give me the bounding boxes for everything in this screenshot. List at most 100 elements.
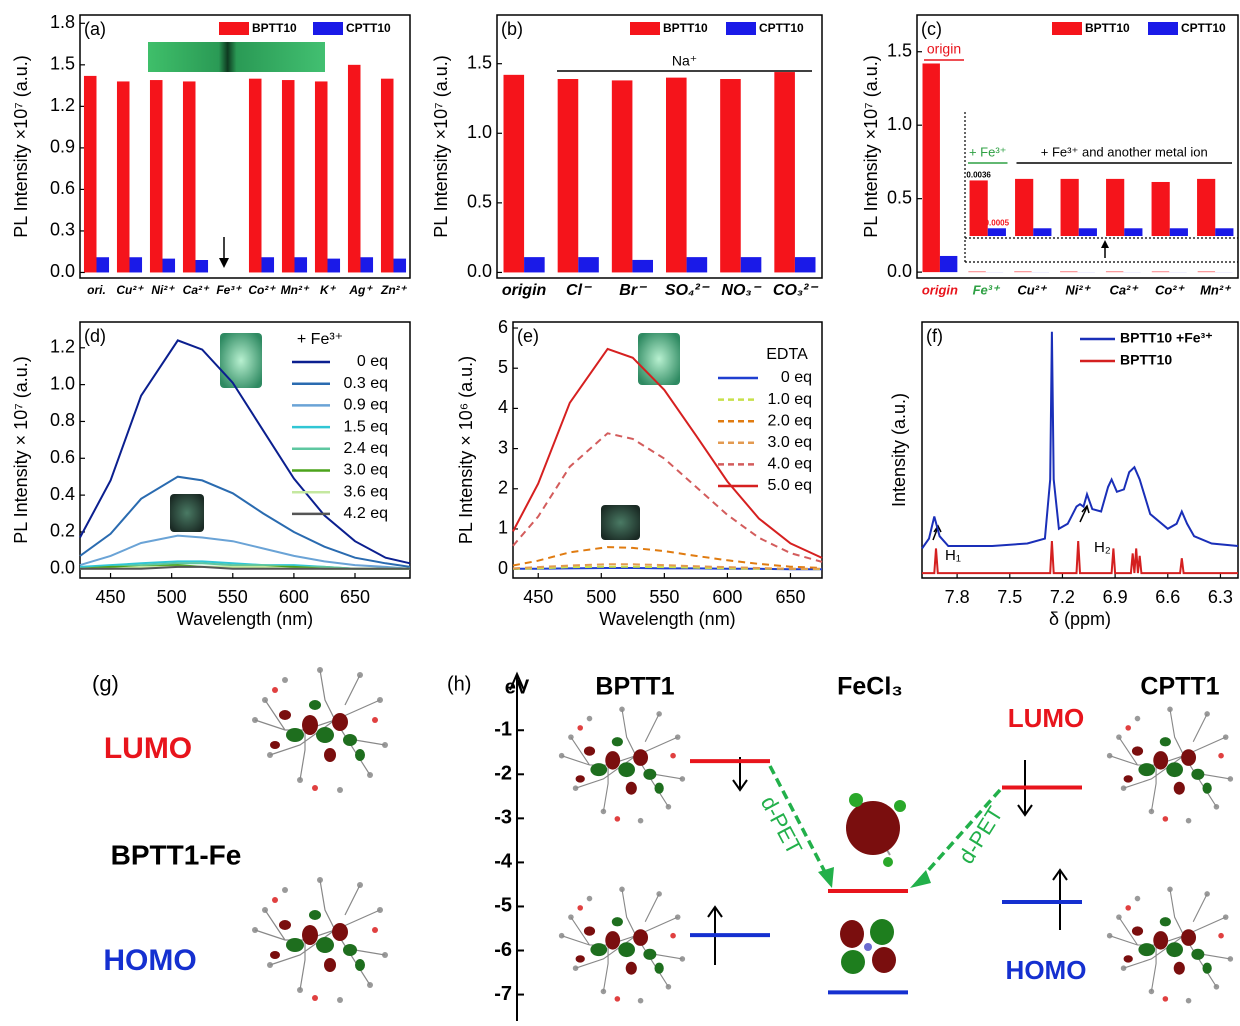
x-axis-title: Wavelength (nm) (599, 609, 735, 629)
inset-bar (1124, 228, 1142, 236)
inset-bar (1079, 228, 1097, 236)
legend-label: 3.6 eq (344, 483, 388, 500)
bar (97, 257, 110, 272)
bar (328, 259, 341, 273)
vial-photo (220, 333, 262, 388)
bar (295, 257, 308, 272)
bar (361, 257, 374, 272)
y-tick-label: 0.0 (887, 261, 912, 281)
y-tick-label: 1.5 (50, 54, 75, 74)
orbital-image (559, 887, 685, 1004)
y-tick-label: 0.0 (50, 261, 75, 281)
bar (578, 257, 599, 272)
y-axis-title: eV (505, 676, 530, 698)
bar (720, 79, 741, 272)
legend-label: 1.5 eq (344, 418, 388, 435)
x-tick-label: Ni²⁺ (151, 283, 175, 297)
legend-label: 0 eq (357, 353, 388, 370)
panel-label: (d) (84, 326, 106, 346)
pointer-arrow-head (219, 258, 229, 268)
y-tick-label: -3 (494, 807, 512, 829)
legend-label: CPTT10 (1181, 21, 1226, 35)
y-tick-label: 6 (498, 317, 508, 337)
panel-label: (b) (501, 19, 523, 39)
legend-swatch (313, 22, 343, 35)
legend-label: 0 eq (781, 369, 812, 386)
bar (196, 260, 209, 272)
orbital-image (1107, 887, 1233, 1004)
legend-label: 3.0 eq (344, 462, 388, 479)
y-tick-label: 1.2 (50, 337, 75, 357)
bar (150, 80, 163, 272)
bar (183, 81, 196, 272)
panel-label: (e) (517, 326, 539, 346)
bar (666, 78, 687, 273)
x-tick-label: NO₃⁻ (721, 282, 761, 299)
x-tick-label: 7.5 (997, 587, 1022, 607)
x-tick-label: 7.8 (945, 587, 970, 607)
legend-title: + Fe³⁺ (297, 331, 343, 348)
inset-bar (1033, 228, 1051, 236)
legend-label: 1.0 eq (768, 391, 812, 408)
x-tick-label: 500 (586, 587, 616, 607)
inset-title: + Fe³⁺ (969, 144, 1007, 159)
y-axis-title: PL Intensity ×10⁷ (a.u.) (861, 55, 881, 237)
complex-name: BPTT1-Fe (111, 839, 242, 870)
x-tick-label: Cl⁻ (566, 282, 592, 299)
orbital-image (252, 667, 388, 793)
transfer-label: d-PET (756, 792, 807, 859)
level-name: HOMO (1006, 955, 1087, 985)
bar (381, 79, 394, 273)
y-tick-label: 4 (498, 397, 508, 417)
x-axis-title: δ (ppm) (1049, 609, 1111, 629)
annotation: H₁ (945, 547, 961, 564)
legend-title: EDTA (766, 346, 808, 363)
group-name: CPTT1 (1140, 673, 1219, 701)
y-axis-title: Intensity (a.u.) (889, 393, 909, 507)
x-tick-label: Ni²⁺ (1065, 282, 1091, 297)
group-name: FeCl₃ (837, 673, 903, 701)
x-tick-label: 6.6 (1155, 587, 1180, 607)
bar (632, 260, 653, 273)
x-tick-label: Ca²⁺ (183, 283, 210, 297)
bar (558, 79, 579, 272)
annotation: Na⁺ (672, 53, 697, 69)
x-tick-label: 650 (340, 587, 370, 607)
bar (282, 80, 295, 272)
legend-swatch (219, 22, 249, 35)
panel-label: (f) (926, 326, 943, 346)
y-tick-label: 1.0 (887, 114, 912, 134)
x-tick-label: Ca²⁺ (1109, 282, 1139, 297)
x-tick-label: Mn²⁺ (1200, 282, 1232, 297)
y-tick-label: 1.5 (887, 40, 912, 60)
vial-photo (170, 494, 204, 532)
x-tick-label: Ag⁺ (348, 283, 373, 297)
x-tick-label: 600 (279, 587, 309, 607)
panel-label: (h) (447, 673, 471, 695)
x-tick-label: Fe³⁺ (216, 283, 242, 297)
pointer-arrow-head (1101, 240, 1109, 248)
transfer-arrow-heads (818, 867, 931, 888)
x-tick-label: Cu²⁺ (1017, 282, 1048, 297)
bar (774, 72, 795, 272)
x-tick-label: origin (922, 282, 958, 297)
x-tick-label: 600 (712, 587, 742, 607)
legend-swatch (630, 22, 660, 35)
lumo-label: LUMO (104, 732, 192, 765)
y-tick-label: 0.8 (50, 410, 75, 430)
x-tick-label: Zn²⁺ (380, 283, 408, 297)
annotation: H₂ (1094, 539, 1111, 556)
legend-swatch (1052, 22, 1082, 35)
bar (795, 257, 816, 272)
legend-label: CPTT10 (759, 21, 804, 35)
x-tick-label: 500 (157, 587, 187, 607)
legend-label: 2.4 eq (344, 440, 388, 457)
series-line (513, 568, 822, 569)
orbital-image (559, 707, 685, 824)
x-tick-label: 550 (649, 587, 679, 607)
y-tick-label: 1.0 (50, 373, 75, 393)
bar (1060, 272, 1077, 273)
panel-label: (g) (92, 671, 119, 696)
y-tick-label: -5 (494, 895, 512, 917)
